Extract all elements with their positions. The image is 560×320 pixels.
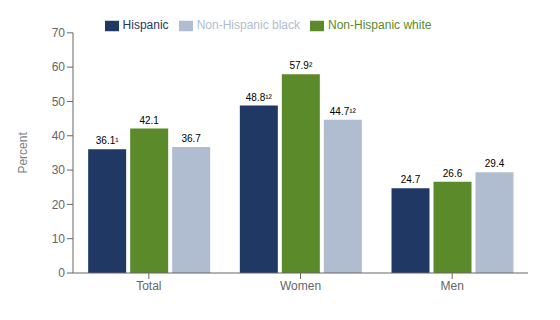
- svg-text:30: 30: [52, 163, 66, 177]
- svg-text:10: 10: [52, 232, 66, 246]
- svg-text:36.1¹: 36.1¹: [96, 135, 119, 146]
- svg-text:48.8¹²: 48.8¹²: [246, 92, 273, 103]
- svg-text:29.4: 29.4: [485, 158, 505, 169]
- svg-text:0: 0: [58, 266, 65, 280]
- svg-text:20: 20: [52, 198, 66, 212]
- html-text:Non-Hispanic white: Non-Hispanic white: [328, 18, 432, 32]
- svg-text:60: 60: [52, 60, 66, 74]
- svg-text:42.1: 42.1: [139, 115, 159, 126]
- svg-text:Men: Men: [440, 279, 463, 293]
- svg-text:44.7¹²: 44.7¹²: [330, 106, 357, 117]
- svg-text:57.9²: 57.9²: [289, 60, 312, 71]
- svg-text:26.6: 26.6: [443, 168, 463, 179]
- svg-text:70: 70: [52, 26, 66, 40]
- svg-text:40: 40: [52, 129, 66, 143]
- html-text:Non-Hispanic black: Non-Hispanic black: [196, 18, 300, 32]
- svg-text:Total: Total: [136, 279, 161, 293]
- svg-text:50: 50: [52, 95, 66, 109]
- svg-text:Women: Women: [280, 279, 321, 293]
- svg-text:24.7: 24.7: [401, 174, 421, 185]
- svg-text:36.7: 36.7: [181, 133, 201, 144]
- svg-text:Percent: Percent: [16, 132, 30, 174]
- html-text:Hispanic: Hispanic: [122, 18, 169, 32]
